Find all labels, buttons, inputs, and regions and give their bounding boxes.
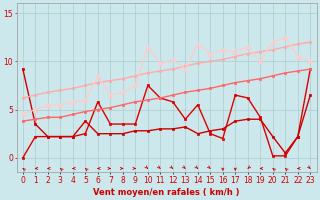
X-axis label: Vent moyen/en rafales ( km/h ): Vent moyen/en rafales ( km/h )	[93, 188, 240, 197]
